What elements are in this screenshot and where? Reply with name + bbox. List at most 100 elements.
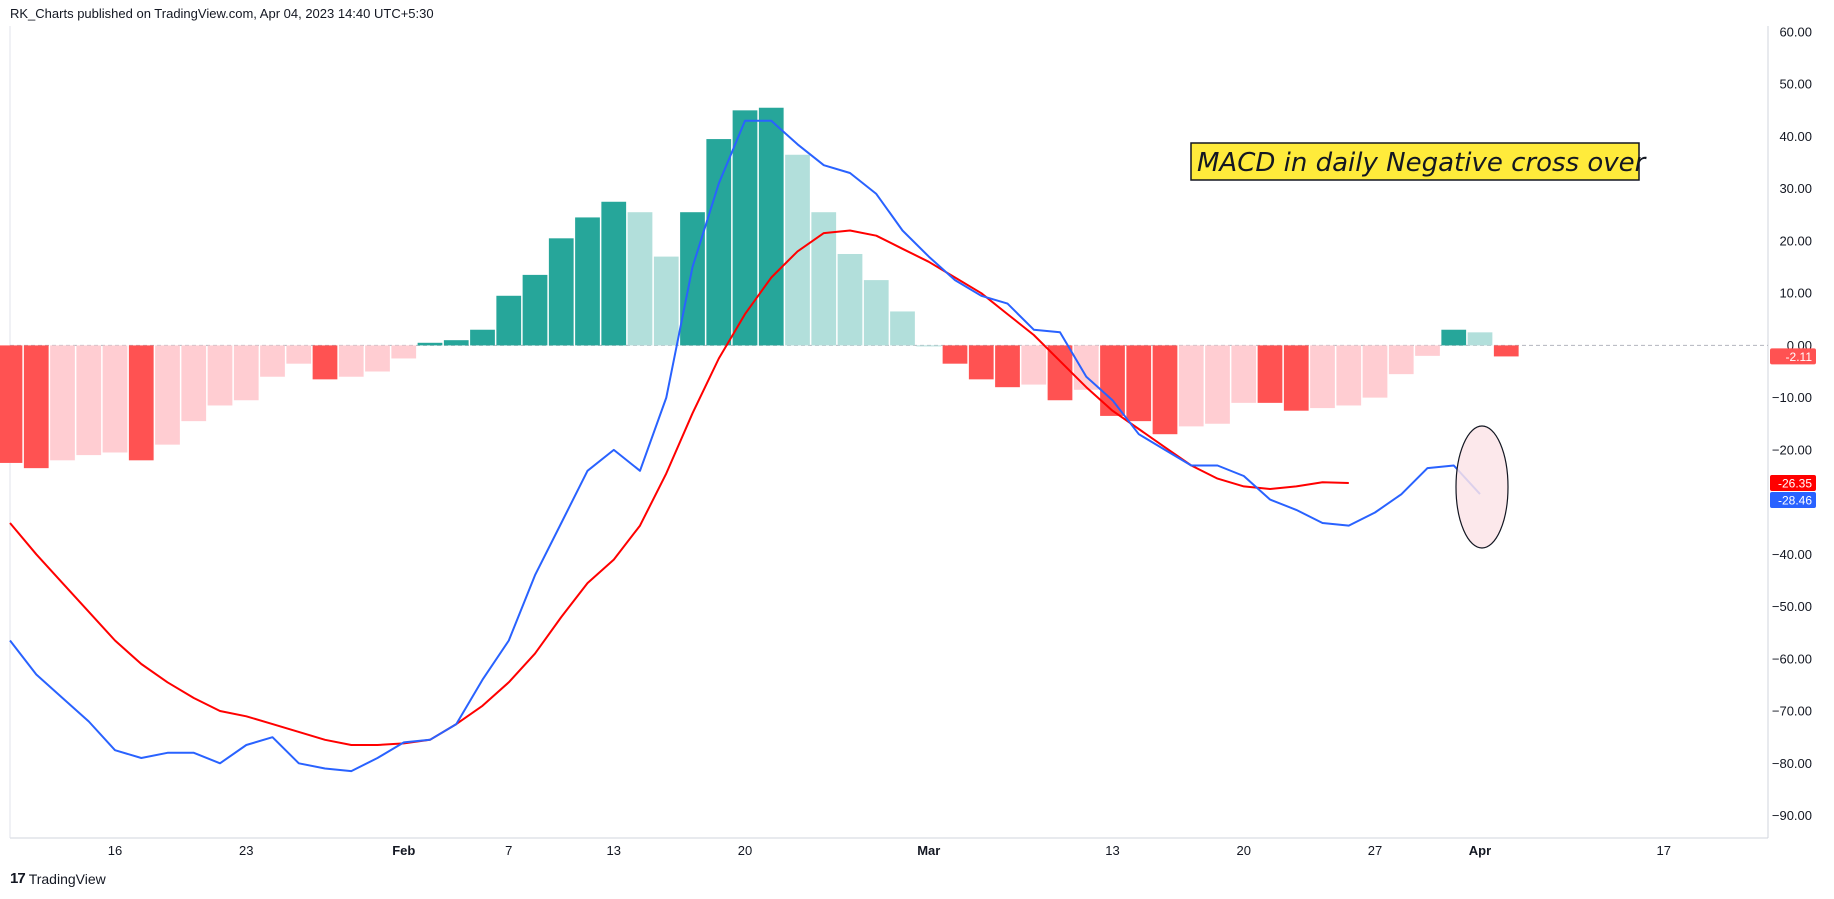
histogram-value-badge-bg (1770, 348, 1816, 365)
histogram-bar (102, 345, 128, 453)
histogram-bar (680, 212, 705, 346)
histogram-bar (1441, 329, 1467, 346)
histogram-bar (365, 345, 390, 372)
x-tick-label: 17 (1657, 843, 1671, 858)
histogram-layer (0, 107, 1519, 469)
histogram-bar (286, 345, 312, 364)
histogram-bar (1178, 345, 1204, 427)
histogram-bar (890, 311, 915, 346)
y-tick-label: 50.00 (1779, 77, 1812, 92)
x-tick-label: Mar (917, 843, 940, 858)
histogram-bar (758, 107, 784, 346)
x-tick-label: 13 (607, 843, 621, 858)
line-layer (9, 119, 1481, 773)
histogram-bar (995, 345, 1020, 388)
histogram-value-badge: -2.11 (1786, 350, 1813, 364)
histogram-bar (0, 345, 23, 463)
histogram-bar (128, 345, 154, 461)
histogram-bar (916, 345, 942, 347)
histogram-bar (1493, 345, 1519, 357)
histogram-bar (1205, 345, 1230, 424)
x-tick-label: 16 (108, 843, 122, 858)
histogram-bar (1283, 345, 1309, 411)
histogram-bar (1310, 345, 1335, 409)
publish-info: RK_Charts published on TradingView.com, … (10, 6, 434, 21)
highlight-ellipse (1455, 425, 1509, 549)
x-tick-label: 7 (505, 843, 512, 858)
y-tick-label: −60.00 (1772, 651, 1812, 666)
histogram-bar (1257, 345, 1283, 403)
histogram-bar (522, 274, 548, 346)
histogram-bar (207, 345, 233, 406)
histogram-bar (338, 345, 364, 377)
annotation-layer: MACD in daily Negative cross over (1190, 142, 1648, 181)
histogram-bar (1047, 345, 1073, 401)
annotation-text: MACD in daily Negative cross over (1197, 148, 1648, 178)
histogram-bar (1231, 345, 1257, 403)
histogram-bar (312, 345, 338, 380)
macd-value-badge: -28.46 (1778, 494, 1812, 508)
histogram-bar (23, 345, 49, 469)
y-tick-label: 60.00 (1779, 25, 1812, 40)
histogram-bar (443, 340, 469, 346)
y-tick-label: −20.00 (1772, 442, 1812, 457)
x-axis[interactable]: 16 23 Feb 7 13 20 Mar 13 20 27 Apr 17 (108, 843, 1671, 858)
y-tick-label: −90.00 (1772, 808, 1812, 823)
histogram-bar (811, 212, 837, 346)
histogram-bar (1336, 345, 1362, 406)
histogram-bar (1126, 345, 1152, 422)
histogram-bar (1100, 345, 1125, 416)
histogram-bar (496, 295, 522, 346)
macd-value-badge-bg (1770, 492, 1816, 509)
macd-line (9, 119, 1481, 773)
x-tick-label: Feb (392, 843, 415, 858)
y-tick-label: −10.00 (1772, 390, 1812, 405)
histogram-bar (601, 201, 627, 346)
histogram-bar (785, 154, 810, 346)
histogram-bar (1021, 345, 1047, 385)
x-tick-label: 13 (1105, 843, 1119, 858)
highlight-layer (1455, 425, 1509, 549)
histogram-bar (575, 217, 600, 346)
histogram-bar (181, 345, 207, 422)
histogram-bar (732, 110, 758, 346)
y-axis[interactable]: 60.0050.0040.0030.0020.0010.000.00−10.00… (1772, 25, 1812, 824)
histogram-bar (548, 238, 574, 346)
histogram-bar (706, 139, 732, 346)
histogram-bar (1152, 345, 1178, 435)
histogram-bar (233, 345, 259, 401)
tradingview-logo-icon[interactable]: 17 (10, 870, 26, 887)
x-tick-label: 20 (738, 843, 752, 858)
histogram-bar (942, 345, 968, 364)
histogram-bar (391, 345, 417, 359)
signal-value-badge: -26.35 (1778, 477, 1812, 491)
footer-brand: TradingView (28, 870, 106, 887)
y-tick-label: −40.00 (1772, 547, 1812, 562)
histogram-bar (1073, 345, 1099, 390)
x-tick-label: 20 (1237, 843, 1251, 858)
histogram-bar (76, 345, 102, 456)
y-tick-label: −50.00 (1772, 599, 1812, 614)
signal-line (9, 229, 1349, 746)
y-tick-label: 30.00 (1779, 181, 1812, 196)
histogram-bar (470, 329, 495, 346)
histogram-bar (155, 345, 180, 445)
x-tick-label: 23 (239, 843, 253, 858)
price-badges: -2.11 -26.35 -28.46 (1770, 348, 1816, 509)
y-tick-label: 10.00 (1779, 286, 1812, 301)
y-tick-label: −70.00 (1772, 704, 1812, 719)
histogram-bar (50, 345, 75, 461)
histogram-bar (1467, 332, 1493, 346)
y-tick-label: 20.00 (1779, 233, 1812, 248)
histogram-bar (653, 256, 679, 346)
histogram-bar (968, 345, 994, 380)
histogram-bar (417, 342, 443, 346)
histogram-bar (837, 253, 863, 346)
histogram-bar (1388, 345, 1414, 375)
histogram-bar (1415, 345, 1440, 356)
x-tick-label: 27 (1368, 843, 1382, 858)
signal-value-badge-bg (1770, 475, 1816, 492)
histogram-bar (863, 280, 889, 346)
